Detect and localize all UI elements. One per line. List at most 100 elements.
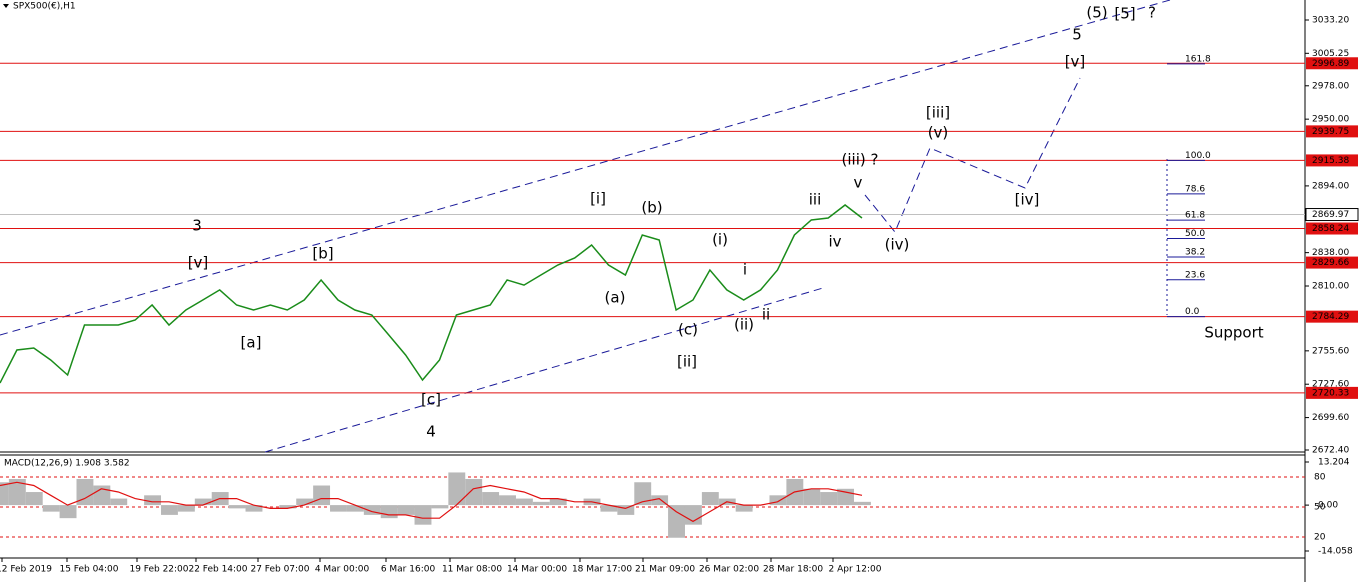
wave-label: (a) [605, 289, 626, 307]
histogram-bar [8, 478, 26, 506]
x-tick-label: 12 Feb 2019 [0, 565, 52, 575]
wave-label: ii [762, 306, 770, 324]
y-tick-label: 2727.60 [1312, 380, 1349, 390]
histogram-bar [668, 505, 685, 538]
histogram-bar [617, 505, 635, 515]
histogram-bar [600, 505, 618, 512]
price-label-box [1305, 208, 1359, 222]
histogram-bar [177, 505, 195, 512]
level-label-box [1306, 125, 1358, 138]
wave-label: v [854, 174, 863, 192]
x-tick-label: 2 Apr 12:00 [829, 565, 882, 575]
histogram-bar [0, 482, 9, 506]
channel-line [0, 0, 1171, 336]
level-label-box [1306, 256, 1358, 269]
histogram-bar [194, 498, 212, 506]
y-tick-label: 2838.00 [1312, 248, 1349, 258]
histogram-bar [651, 495, 669, 506]
histogram-bar [296, 498, 314, 506]
wave-label: (ii) [734, 316, 754, 334]
histogram-bar [76, 478, 94, 506]
wave-label: ? [1148, 4, 1156, 22]
fib-label: 161.8 [1185, 54, 1211, 64]
histogram-bar [549, 498, 567, 506]
y-tick-label: 3005.25 [1312, 49, 1349, 59]
y-tick-label: 2699.60 [1312, 413, 1349, 423]
histogram-bar [330, 505, 347, 512]
x-tick-label: 19 Feb 22:00 [129, 565, 188, 575]
wave-label: [b] [312, 245, 333, 263]
y-tick-label: 13.204 [1318, 458, 1350, 468]
wave-label: i [743, 261, 747, 279]
x-tick-label: 14 Mar 00:00 [507, 565, 567, 575]
level-label-box [1306, 154, 1358, 167]
x-tick-label: 6 Mar 16:00 [381, 565, 436, 575]
histogram-bar [228, 505, 246, 509]
histogram-bar [854, 501, 871, 506]
histogram-bar [380, 505, 398, 519]
wave-label: iii [809, 191, 822, 209]
histogram-bar [803, 488, 821, 506]
wave-label: [c] [421, 391, 441, 409]
level-label: 2915.38 [1312, 156, 1349, 166]
level-label: 2939.75 [1312, 127, 1349, 137]
y-tick-label: 0.00 [1318, 501, 1338, 511]
level-label: 50 [1314, 503, 1326, 513]
fib-label: 100.0 [1185, 151, 1211, 161]
x-tick-label: 15 Feb 04:00 [59, 565, 118, 575]
histogram-bar [397, 505, 415, 515]
histogram-bar [313, 485, 331, 506]
level-label: 20 [1314, 533, 1326, 543]
x-tick-label: 28 Mar 18:00 [763, 565, 823, 575]
histogram-bar [735, 505, 753, 512]
y-tick-label: -14.058 [1318, 547, 1353, 557]
indicator-title: MACD(12,26,9) 1.908 3.582 [4, 459, 130, 469]
x-tick-label: 18 Mar 17:00 [572, 565, 632, 575]
histogram-bar [363, 505, 381, 515]
level-label-box [1306, 386, 1358, 399]
histogram-bar [701, 492, 719, 506]
x-tick-label: 21 Mar 09:00 [635, 565, 695, 575]
y-tick-label: 2978.00 [1312, 81, 1349, 91]
histogram-bar [279, 505, 297, 509]
fib-label: 50.0 [1185, 229, 1205, 239]
y-tick-label: 2950.00 [1312, 115, 1349, 125]
menu-arrow[interactable] [3, 4, 9, 8]
chart-title: SPX500(€),H1 [13, 2, 76, 12]
channel-line [264, 287, 824, 453]
histogram-bar [144, 495, 162, 506]
wave-label: [5] [1114, 5, 1135, 23]
wave-label: (i) [712, 231, 728, 249]
price-line [0, 204, 863, 384]
wave-label: 4 [426, 423, 436, 441]
wave-label: [iii] [926, 104, 950, 122]
histogram-bar [634, 482, 652, 506]
y-tick-label: 2672.40 [1312, 446, 1349, 456]
wave-label: 5 [1072, 26, 1082, 44]
histogram-bar [769, 495, 787, 506]
current-price-label: 2869.97 [1312, 210, 1349, 220]
wave-label: (5) [1086, 4, 1107, 22]
level-label-box [1306, 310, 1358, 323]
level-label: 2720.33 [1312, 388, 1349, 398]
y-tick-label: 2755.60 [1312, 346, 1349, 356]
level-label-box [1306, 222, 1358, 235]
histogram-bar [532, 501, 550, 506]
histogram-bar [499, 495, 516, 506]
wave-label: [ii] [677, 353, 697, 371]
wave-label: [v] [1065, 53, 1086, 71]
histogram-bar [465, 478, 483, 506]
level-label: 2996.89 [1312, 59, 1349, 69]
histogram-bar [59, 505, 77, 519]
level-label: 2784.29 [1312, 312, 1349, 322]
fib-label: 61.8 [1185, 211, 1205, 221]
histogram-bar [42, 505, 60, 512]
x-tick-label: 22 Feb 14:00 [188, 565, 247, 575]
wave-label: (c) [678, 321, 698, 339]
wave-label: (iii) ? [842, 151, 879, 169]
histogram-bar [245, 505, 263, 512]
x-tick-label: 27 Feb 07:00 [250, 565, 309, 575]
histogram-bar [25, 492, 43, 506]
